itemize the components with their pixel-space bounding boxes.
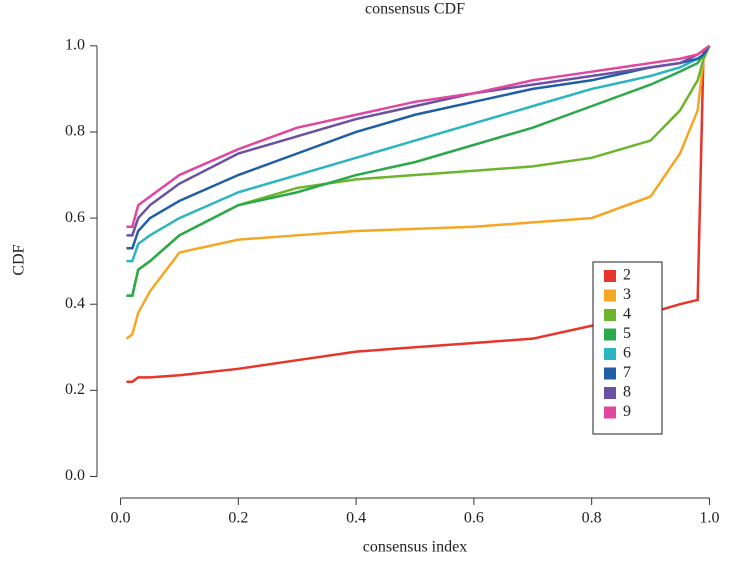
legend-label: 8 — [623, 384, 631, 401]
y-tick-label: 0.8 — [65, 123, 85, 140]
legend-swatch — [604, 270, 616, 282]
legend-label: 9 — [623, 403, 631, 420]
legend-label: 5 — [623, 325, 631, 342]
x-tick-label: 0.6 — [464, 510, 484, 527]
legend-swatch — [604, 289, 616, 302]
y-tick-label: 1.0 — [65, 37, 85, 54]
x-axis-label: consensus index — [363, 539, 467, 556]
legend-label: 6 — [623, 345, 631, 362]
series-line — [126, 44, 711, 383]
legend-swatch — [604, 387, 616, 399]
legend-swatch — [604, 348, 616, 360]
legend-swatch — [604, 328, 616, 341]
x-tick-label: 0.2 — [228, 510, 248, 527]
y-tick-label: 0.0 — [65, 467, 85, 484]
y-tick-label: 0.4 — [65, 295, 85, 312]
x-tick-label: 1.0 — [699, 510, 719, 527]
x-tick-label: 0.8 — [582, 510, 602, 527]
series-line — [126, 45, 711, 250]
legend-label: 3 — [623, 286, 631, 303]
y-tick-label: 0.2 — [65, 381, 85, 398]
series-line — [126, 44, 711, 228]
y-axis-label: CDF — [11, 244, 28, 275]
chart-title: consensus CDF — [365, 1, 465, 18]
y-tick-label: 0.6 — [65, 209, 85, 226]
legend-swatch — [604, 367, 616, 380]
series-line — [126, 44, 711, 237]
legend-swatch — [604, 406, 616, 419]
series-line — [125, 45, 711, 340]
legend-label: 2 — [623, 267, 631, 284]
series-line — [126, 45, 711, 263]
series-line — [126, 45, 711, 297]
legend-label: 7 — [623, 364, 631, 381]
legend-swatch — [604, 309, 616, 321]
x-tick-label: 0.0 — [111, 510, 131, 527]
legend-label: 4 — [623, 306, 631, 323]
x-tick-label: 0.4 — [346, 510, 366, 527]
